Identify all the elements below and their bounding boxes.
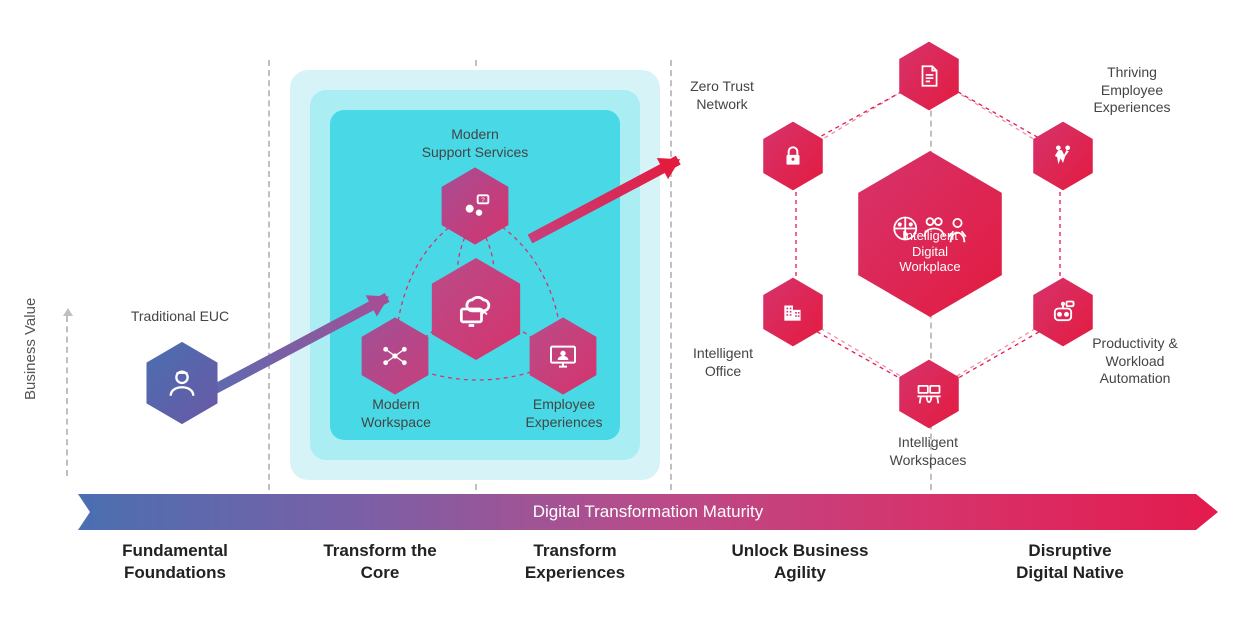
- y-axis-label: Business Value: [22, 298, 39, 400]
- stage-label: Transform the Core: [300, 540, 460, 584]
- int-workspaces-label: Intelligent Workspaces: [858, 434, 998, 469]
- support-icon: ?: [454, 182, 496, 230]
- empexp-label: Employee Experiences: [494, 396, 634, 431]
- y-axis-arrow-icon: [66, 316, 68, 476]
- stage-divider: [268, 60, 270, 490]
- lock-hex: [762, 120, 824, 192]
- dance-hex: [1032, 120, 1094, 192]
- euc-hex: [145, 340, 219, 426]
- zerotrust-label: Zero Trust Network: [662, 78, 782, 113]
- cloud-desktop-icon: [448, 277, 503, 341]
- people-dance-icon: [1044, 134, 1081, 177]
- stage-divider: [670, 60, 672, 490]
- desk-screens-icon: [910, 372, 947, 415]
- workspace-label: Modern Workspace: [326, 396, 466, 431]
- empexp-hex: [528, 316, 598, 396]
- center-mid-hex: [430, 256, 522, 362]
- document-icon: [910, 54, 947, 97]
- desk-hex: [898, 358, 960, 430]
- thriving-label: Thriving Employee Experiences: [1072, 64, 1192, 117]
- lock-icon: [774, 134, 811, 177]
- screen-user-icon: [542, 332, 584, 380]
- office-label: Intelligent Office: [668, 345, 778, 380]
- digital-workplace-label: Intelligent Digital Workplace: [855, 228, 1005, 275]
- network-icon: [374, 332, 416, 380]
- euc-label: Traditional EUC: [110, 308, 250, 326]
- workspace-hex: [360, 316, 430, 396]
- stage-label: Unlock Business Agility: [720, 540, 880, 584]
- svg-text:?: ?: [481, 197, 485, 204]
- x-axis-arrow: Digital Transformation Maturity: [78, 494, 1218, 530]
- stage-label: Transform Experiences: [495, 540, 655, 584]
- stage-label: Fundamental Foundations: [95, 540, 255, 584]
- stage-label: Disruptive Digital Native: [990, 540, 1150, 584]
- support-hex: ?: [440, 166, 510, 246]
- x-axis-label: Digital Transformation Maturity: [533, 502, 764, 522]
- support-label: Modern Support Services: [395, 126, 555, 161]
- doc-hex: [898, 40, 960, 112]
- robot-icon: [1044, 290, 1081, 333]
- person-icon: [160, 357, 204, 409]
- infographic-canvas: Business Value: [0, 0, 1233, 632]
- robot-hex: [1032, 276, 1094, 348]
- office-hex: [762, 276, 824, 348]
- building-icon: [774, 290, 811, 333]
